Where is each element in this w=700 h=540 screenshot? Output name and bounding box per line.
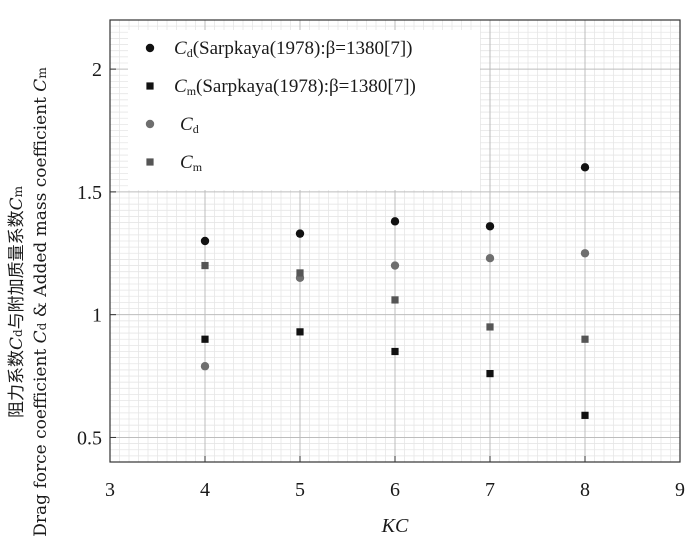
y-title-line2-cm-symbol: C <box>31 79 51 92</box>
x-axis-title-text: KC <box>381 515 409 537</box>
series-2-point <box>486 370 494 378</box>
x-tick-label: 9 <box>675 479 685 501</box>
series-4-point <box>486 323 494 331</box>
series-4-point <box>296 269 304 277</box>
legend-subscript: d <box>193 122 199 136</box>
data-marks <box>200 163 590 419</box>
y-axis-title-line2: Drag force coefficient Cd & Added mass c… <box>31 67 51 537</box>
y-tick-label: 2 <box>92 59 102 81</box>
series-2-point <box>296 328 304 336</box>
series-3-point <box>200 362 210 371</box>
y-tick-label: 1.5 <box>77 182 102 204</box>
y-axis-ticks: 0.5 1 1.5 2 <box>77 59 116 449</box>
series-2-point <box>201 335 209 343</box>
legend-box <box>128 30 480 190</box>
legend-label-3: Cd <box>180 114 199 136</box>
legend-suffix: (Sarpkaya(1978):β=1380[7]) <box>193 38 413 59</box>
legend-symbol: C <box>174 38 187 59</box>
legend-label-1: Cd(Sarpkaya(1978):β=1380[7]) <box>174 38 413 60</box>
legend-marker-4 <box>146 158 154 166</box>
legend-marker-3 <box>145 119 155 129</box>
legend-marker-1 <box>145 43 155 53</box>
series-4-point <box>581 335 589 343</box>
legend-marker-2 <box>146 82 154 90</box>
y-title-line1-prefix: 阻力系数 <box>7 350 27 418</box>
y-tick-label: 0.5 <box>77 427 102 449</box>
legend-suffix: (Sarpkaya(1978):β=1380[7]) <box>196 76 416 97</box>
series-1-point <box>580 163 590 172</box>
legend-label-4: Cm <box>180 152 203 174</box>
series-1-point <box>485 222 495 231</box>
series-3-point <box>485 253 495 263</box>
y-title-line1-cd-symbol: C <box>7 337 27 350</box>
legend: Cd(Sarpkaya(1978):β=1380[7])Cm(Sarpkaya(… <box>128 30 480 190</box>
legend-symbol: C <box>180 114 193 135</box>
x-tick-label: 5 <box>295 479 305 501</box>
series-3-point <box>580 249 590 258</box>
x-tick-label: 6 <box>390 479 400 501</box>
legend-subscript: m <box>193 160 203 174</box>
series-1-point <box>200 236 210 246</box>
y-title-line2-mid: & Added mass coefficient <box>31 97 51 317</box>
legend-subscript: d <box>187 46 193 60</box>
legend-symbol: C <box>180 152 193 173</box>
y-title-line2-cd-sub: d <box>35 322 49 330</box>
y-title-line1-cm-sub: m <box>11 185 25 197</box>
legend-items: Cd(Sarpkaya(1978):β=1380[7])Cm(Sarpkaya(… <box>145 38 416 174</box>
x-tick-label: 3 <box>105 479 115 501</box>
y-title-line2-cm-sub: m <box>35 67 49 79</box>
x-tick-label: 7 <box>485 479 495 501</box>
x-tick-label: 4 <box>200 479 210 501</box>
legend-label-2: Cm(Sarpkaya(1978):β=1380[7]) <box>174 76 416 98</box>
y-title-line1-mid: 与附加质量系数 <box>7 210 27 329</box>
series-1-point <box>390 217 400 226</box>
y-title-line1-cm-symbol: C <box>7 197 27 210</box>
x-tick-label: 8 <box>580 479 590 501</box>
series-4-point <box>201 261 209 270</box>
series-2-point <box>391 347 399 356</box>
series-3-point <box>390 261 400 270</box>
y-tick-label: 1 <box>92 305 102 327</box>
series-1-point <box>295 229 305 238</box>
y-title-line1-cd-sub: d <box>11 329 25 337</box>
x-axis-title: KC <box>381 515 409 537</box>
y-title-line2-cd-symbol: C <box>31 330 51 343</box>
series-4-point <box>391 296 399 304</box>
legend-symbol: C <box>174 76 187 97</box>
x-axis-ticks: 3 4 5 6 7 8 9 <box>105 456 685 501</box>
y-axis-title-line1: 阻力系数Cd与附加质量系数Cm <box>7 185 27 418</box>
series-2-point <box>581 411 589 419</box>
legend-subscript: m <box>187 84 197 98</box>
y-title-line2-prefix: Drag force coefficient <box>31 349 51 537</box>
